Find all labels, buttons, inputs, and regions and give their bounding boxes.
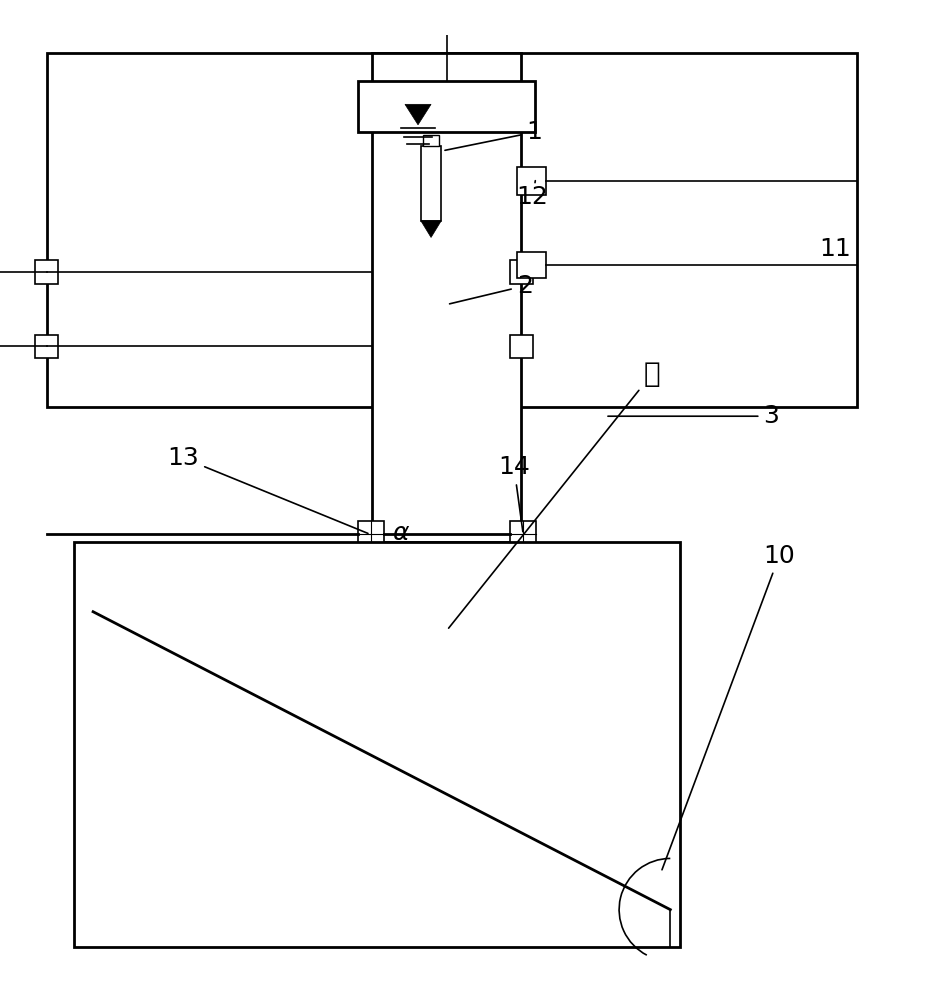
Bar	[423, 135, 439, 146]
Polygon shape	[421, 221, 441, 237]
Bar	[421, 146, 441, 221]
Bar	[372, 53, 521, 542]
Text: 11: 11	[819, 237, 851, 261]
Bar	[74, 542, 680, 947]
Text: 14: 14	[498, 455, 530, 532]
Text: 12: 12	[517, 181, 548, 209]
Bar	[510, 260, 533, 284]
Text: 13: 13	[168, 446, 368, 533]
Text: 10: 10	[662, 544, 795, 870]
Bar	[517, 252, 546, 278]
Bar	[35, 335, 58, 358]
Bar	[47, 53, 857, 407]
Polygon shape	[405, 104, 431, 125]
Bar	[358, 521, 384, 547]
Bar	[510, 335, 533, 358]
Bar	[358, 81, 535, 132]
Text: 3: 3	[608, 404, 779, 428]
Bar	[35, 260, 58, 284]
Bar	[517, 167, 546, 195]
Bar	[510, 521, 536, 547]
Text: 1: 1	[445, 120, 542, 150]
Text: 水: 水	[449, 360, 660, 628]
Text: 2: 2	[450, 274, 533, 304]
Text: α: α	[392, 521, 409, 545]
